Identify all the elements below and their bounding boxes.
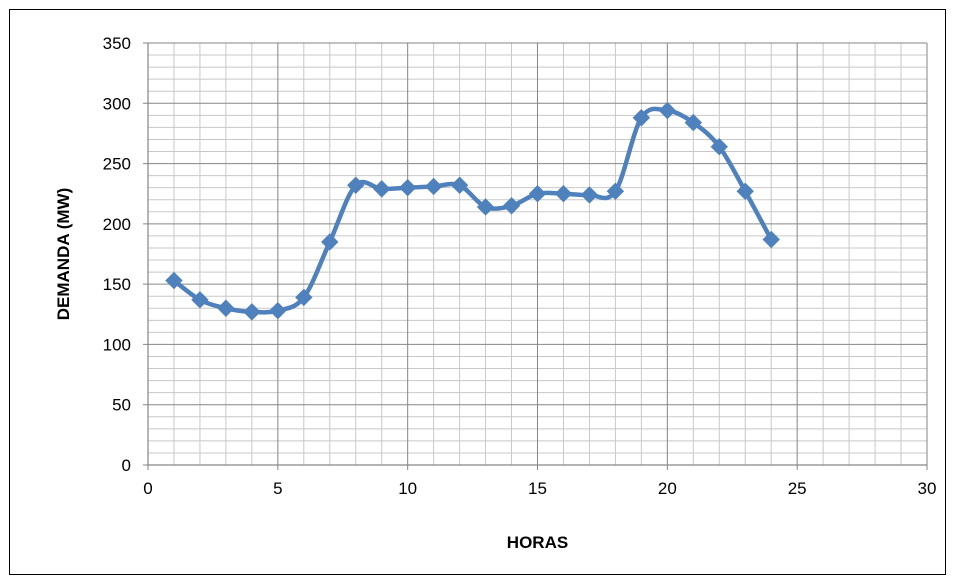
x-axis-title: HORAS <box>507 533 568 552</box>
data-point-diamond <box>191 291 209 309</box>
data-point-diamond <box>658 101 677 120</box>
y-tick-label: 200 <box>103 215 131 234</box>
y-tick-label: 300 <box>103 94 131 113</box>
data-point-diamond <box>476 198 495 216</box>
x-tick-label: 25 <box>788 479 807 498</box>
data-point-diamond <box>321 233 339 251</box>
data-point-diamond <box>736 182 754 201</box>
x-tick-label: 30 <box>918 479 937 498</box>
x-tick-label: 5 <box>273 479 282 498</box>
data-point-diamond <box>398 178 417 197</box>
data-point-diamond <box>710 137 728 156</box>
data-point-diamond <box>243 303 261 321</box>
data-point-diamond <box>606 182 625 201</box>
data-point-diamond <box>554 185 573 203</box>
data-point-diamond <box>762 230 780 249</box>
data-point-diamond <box>502 197 521 215</box>
y-tick-label: 250 <box>103 155 131 174</box>
data-point-diamond <box>632 109 651 127</box>
data-point-diamond <box>528 185 547 203</box>
y-tick-label: 100 <box>103 335 131 354</box>
data-point-diamond <box>372 180 391 198</box>
y-tick-label: 350 <box>103 34 131 53</box>
y-tick-label: 0 <box>122 456 131 475</box>
data-point-diamond <box>347 176 365 194</box>
x-tick-label: 15 <box>528 479 547 498</box>
y-tick-label: 150 <box>103 275 131 294</box>
data-point-diamond <box>424 177 443 196</box>
data-point-diamond <box>295 288 313 307</box>
y-tick-label: 50 <box>112 396 131 415</box>
x-tick-label: 0 <box>143 479 152 498</box>
x-tick-label: 20 <box>658 479 677 498</box>
data-point-diamond <box>217 299 235 317</box>
y-axis-title: DEMANDA (MW) <box>54 188 73 321</box>
series-layer <box>165 101 780 321</box>
axes <box>147 43 927 466</box>
data-point-diamond <box>269 301 287 320</box>
x-axis-tick-labels: 0 5 10 15 20 25 30 <box>143 479 936 498</box>
x-tick-label: 10 <box>398 479 417 498</box>
data-point-diamond <box>580 186 599 204</box>
major-gridlines <box>143 42 928 470</box>
data-point-diamond <box>165 271 183 290</box>
y-axis-tick-labels: 0 50 100 150 200 250 300 350 <box>103 34 131 475</box>
data-point-diamond <box>450 176 469 194</box>
data-point-diamond <box>684 113 703 132</box>
